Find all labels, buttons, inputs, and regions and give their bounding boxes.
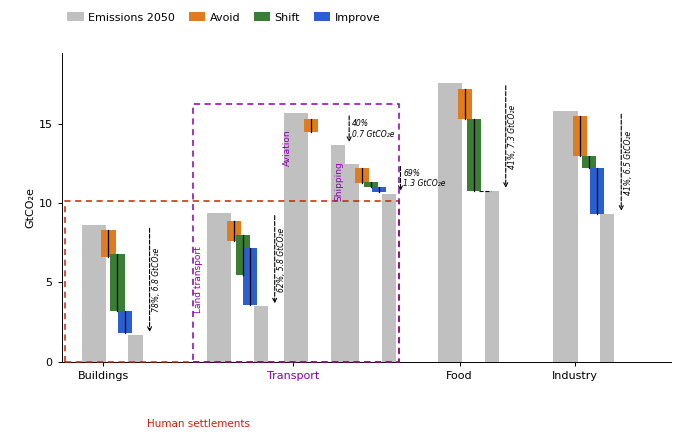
Text: 41%, 6.5 GtCO₂e: 41%, 6.5 GtCO₂e [624, 131, 633, 194]
Text: Human settlements: Human settlements [147, 419, 249, 429]
Bar [600, 213, 614, 362]
Bar [466, 120, 481, 191]
Y-axis label: GtCO₂e: GtCO₂e [26, 187, 36, 228]
Bar [382, 194, 396, 362]
Bar [118, 311, 132, 333]
Bar [573, 116, 587, 156]
Bar [101, 230, 116, 257]
Text: 69%
1.3 GtCO₂e: 69% 1.3 GtCO₂e [403, 169, 445, 188]
Bar [553, 112, 577, 362]
Bar [128, 335, 142, 362]
Text: 78%, 6.8 GtCO₂e: 78%, 6.8 GtCO₂e [152, 248, 161, 312]
Bar [335, 164, 360, 362]
Bar [355, 168, 369, 183]
Bar [82, 225, 106, 362]
Bar [438, 83, 462, 362]
Bar [227, 221, 240, 241]
Bar [590, 168, 604, 214]
Bar [458, 90, 472, 120]
Bar [284, 113, 308, 362]
Bar [371, 187, 386, 192]
Bar [364, 182, 378, 187]
Text: 62%, 5.8 GtCO₂e: 62%, 5.8 GtCO₂e [277, 228, 286, 292]
Bar [484, 191, 499, 362]
Bar [243, 248, 258, 305]
Text: Shipping: Shipping [334, 161, 343, 201]
Text: Aviation: Aviation [283, 130, 292, 166]
Bar [65, 201, 399, 362]
Bar [236, 235, 249, 275]
Text: 41%, 7.3 GtCO₂e: 41%, 7.3 GtCO₂e [508, 105, 517, 169]
Legend: Emissions 2050, Avoid, Shift, Improve: Emissions 2050, Avoid, Shift, Improve [67, 12, 380, 22]
Bar [582, 156, 596, 168]
Text: 40%
0.7 GtCO₂e: 40% 0.7 GtCO₂e [351, 119, 394, 138]
Bar [331, 145, 345, 362]
Text: Land transport: Land transport [195, 246, 203, 313]
Bar [253, 306, 268, 362]
Bar [110, 254, 125, 311]
Bar [207, 213, 231, 362]
Bar [303, 120, 318, 132]
Bar [193, 104, 399, 362]
